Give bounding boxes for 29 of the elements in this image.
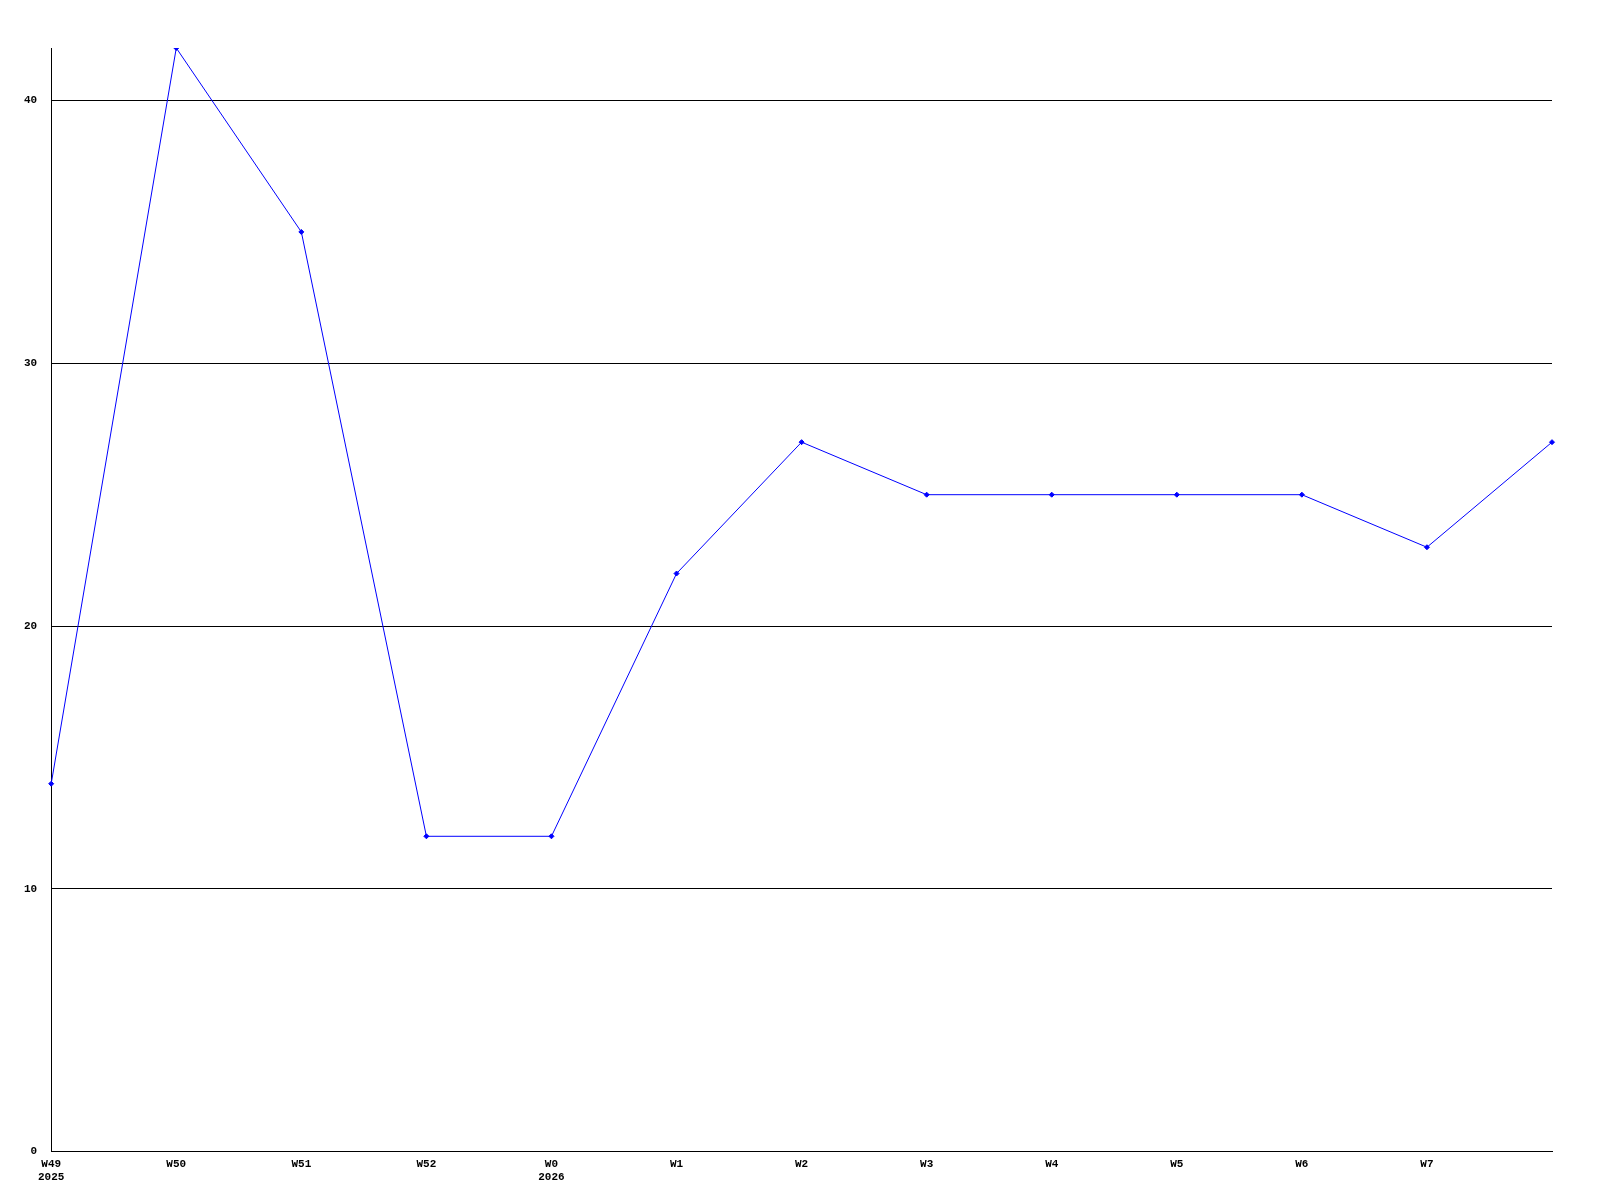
y-tick-label: 0 [30, 1145, 38, 1158]
x-tick-label: W7 [1420, 1157, 1434, 1170]
point [798, 439, 805, 446]
x-tick-label: W49 2025 [38, 1157, 65, 1184]
point [48, 780, 55, 787]
x-tick-label: W1 [669, 1157, 684, 1170]
y-tick-label: 10 [24, 882, 38, 895]
x-tick-label: W52 [416, 1157, 437, 1170]
point [923, 491, 930, 498]
x-tick-label: W50 [166, 1157, 187, 1170]
x-tick-label: W6 [1295, 1157, 1309, 1170]
point [1173, 491, 1180, 498]
x-tick-label: W51 [291, 1157, 312, 1170]
x-tick-label: W4 [1045, 1157, 1059, 1170]
y-tick-label: 30 [24, 357, 38, 370]
y-tick-label: 20 [24, 619, 38, 632]
point [1549, 439, 1555, 446]
x-tick-label: W5 [1170, 1157, 1184, 1170]
point [548, 833, 555, 840]
x-tick-label: W2 [795, 1157, 809, 1170]
point [1423, 544, 1430, 551]
x-tick-label: W3 [920, 1157, 934, 1170]
y-tick-label: 40 [24, 94, 38, 107]
x-tick-label: W0 2026 [538, 1157, 565, 1184]
point [423, 833, 430, 840]
point [673, 570, 680, 577]
point [298, 228, 305, 235]
point [1298, 491, 1305, 498]
point [1048, 491, 1055, 498]
